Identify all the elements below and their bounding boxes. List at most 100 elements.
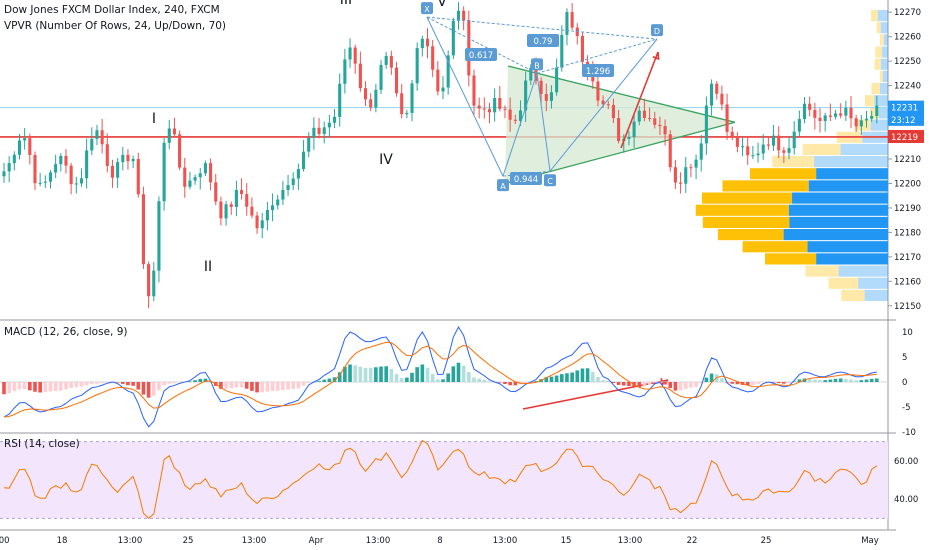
- macd-histogram-bar: [296, 382, 301, 389]
- candle-body: [451, 20, 455, 56]
- macd-histogram-bar: [53, 382, 58, 391]
- macd-histogram-bar: [534, 381, 538, 382]
- macd-histogram-bar: [616, 382, 621, 385]
- price-tick-label: 12260: [894, 33, 921, 43]
- time-tick-label: May: [861, 536, 879, 546]
- macd-histogram-bar: [704, 377, 709, 382]
- macd-histogram-bar: [461, 365, 466, 382]
- macd-histogram-bar: [544, 377, 549, 382]
- harmonic-point-label: X: [424, 5, 430, 14]
- macd-histogram-bar: [64, 382, 68, 390]
- candle-body: [756, 153, 760, 156]
- macd-histogram-bar: [456, 362, 461, 382]
- candle-body: [286, 185, 290, 190]
- macd-signal-line: [3, 341, 877, 418]
- candle-body: [95, 130, 99, 139]
- macd-histogram-bar: [699, 382, 704, 384]
- harmonic-ratio-label: 1.296: [586, 67, 610, 77]
- candle-body: [679, 182, 683, 184]
- candle-body: [663, 126, 667, 135]
- candle-body: [188, 180, 192, 187]
- macd-histogram-bar: [771, 382, 776, 383]
- macd-histogram-bar: [95, 382, 99, 384]
- price-tag-label: 23:12: [891, 116, 916, 126]
- candle-body: [38, 182, 42, 184]
- volume-profile-up-bar: [877, 10, 888, 22]
- candle-body: [198, 173, 202, 178]
- candle-body: [534, 67, 538, 81]
- rsi-line: [3, 439, 878, 519]
- macd-histogram-bar: [260, 382, 265, 393]
- candle-body: [864, 118, 869, 121]
- volume-profile-up-bar: [874, 95, 888, 107]
- candle-body: [849, 107, 853, 119]
- wave-label: IV: [379, 152, 393, 168]
- price-tick-label: 12270: [894, 8, 921, 18]
- volume-profile-down-bar: [802, 143, 841, 155]
- macd-histogram-bar: [849, 379, 853, 382]
- candle-body: [833, 113, 838, 117]
- macd-histogram-bar: [833, 378, 838, 382]
- candle-body: [472, 75, 476, 106]
- candle-body: [529, 67, 533, 81]
- candle-body: [389, 55, 393, 68]
- volume-profile-up-bar: [858, 277, 888, 289]
- harmonic-ratio-box: [582, 64, 614, 77]
- macd-histogram-bar: [374, 367, 378, 382]
- macd-histogram-bar: [689, 382, 693, 388]
- candle-body: [183, 167, 187, 187]
- triangle-upper-line: [507, 65, 736, 123]
- macd-histogram-bar: [875, 378, 879, 382]
- time-tick-label: 13:00: [618, 536, 643, 546]
- candle-body: [875, 105, 879, 117]
- macd-histogram-bar: [720, 378, 724, 382]
- macd-histogram-bar: [446, 373, 450, 382]
- volume-profile-up-bar: [789, 216, 888, 228]
- candle-body: [420, 38, 424, 49]
- volume-profile-down-bar: [874, 58, 881, 70]
- candle-body: [234, 190, 238, 207]
- macd-indicator-label[interactable]: MACD (12, 26, close, 9): [4, 326, 128, 338]
- macd-histogram-bar: [678, 382, 683, 391]
- candle-body: [808, 103, 812, 110]
- macd-histogram-bar: [368, 367, 373, 382]
- rsi-indicator-label[interactable]: RSI (14, close): [4, 438, 80, 450]
- macd-histogram-bar: [363, 367, 368, 382]
- macd-histogram-bar: [317, 381, 321, 382]
- candle-body: [358, 63, 362, 89]
- macd-histogram-bar: [74, 382, 79, 388]
- harmonic-point-label: C: [547, 177, 553, 186]
- harmonic-leg: [426, 16, 538, 74]
- candle-body: [178, 134, 182, 168]
- macd-tick-label: 10: [902, 328, 913, 338]
- macd-histogram-bar: [828, 379, 833, 382]
- candle-body: [658, 124, 662, 127]
- candle-body: [570, 12, 574, 28]
- vpvr-indicator-label[interactable]: VPVR (Number Of Rows, 24, Up/Down, 70): [4, 20, 227, 32]
- candle-body: [482, 108, 486, 110]
- candle-body: [245, 194, 249, 207]
- candle-body: [312, 127, 316, 138]
- candle-body: [384, 55, 388, 65]
- macd-histogram-bar: [823, 380, 827, 382]
- macd-histogram-bar: [43, 382, 48, 393]
- volume-profile-down-bar: [702, 216, 790, 228]
- macd-histogram-bar: [436, 379, 440, 382]
- harmonic-point-b: [531, 58, 543, 71]
- macd-histogram-bar: [425, 367, 430, 382]
- candle-body: [23, 138, 27, 141]
- harmonic-point-x: [421, 2, 433, 15]
- macd-histogram-bar: [451, 366, 456, 382]
- macd-histogram-bar: [301, 382, 306, 386]
- candle-body: [105, 144, 109, 166]
- macd-histogram-bar: [69, 382, 73, 389]
- macd-histogram-bar: [498, 382, 502, 383]
- candle-body: [704, 105, 708, 144]
- candle-body: [694, 159, 698, 168]
- candle-body: [48, 172, 53, 182]
- macd-histogram-bar: [730, 382, 735, 384]
- macd-tick-label: 5: [902, 353, 907, 363]
- volume-profile-up-bar: [864, 289, 888, 301]
- macd-histogram-bar: [38, 382, 42, 393]
- candle-body: [425, 38, 430, 47]
